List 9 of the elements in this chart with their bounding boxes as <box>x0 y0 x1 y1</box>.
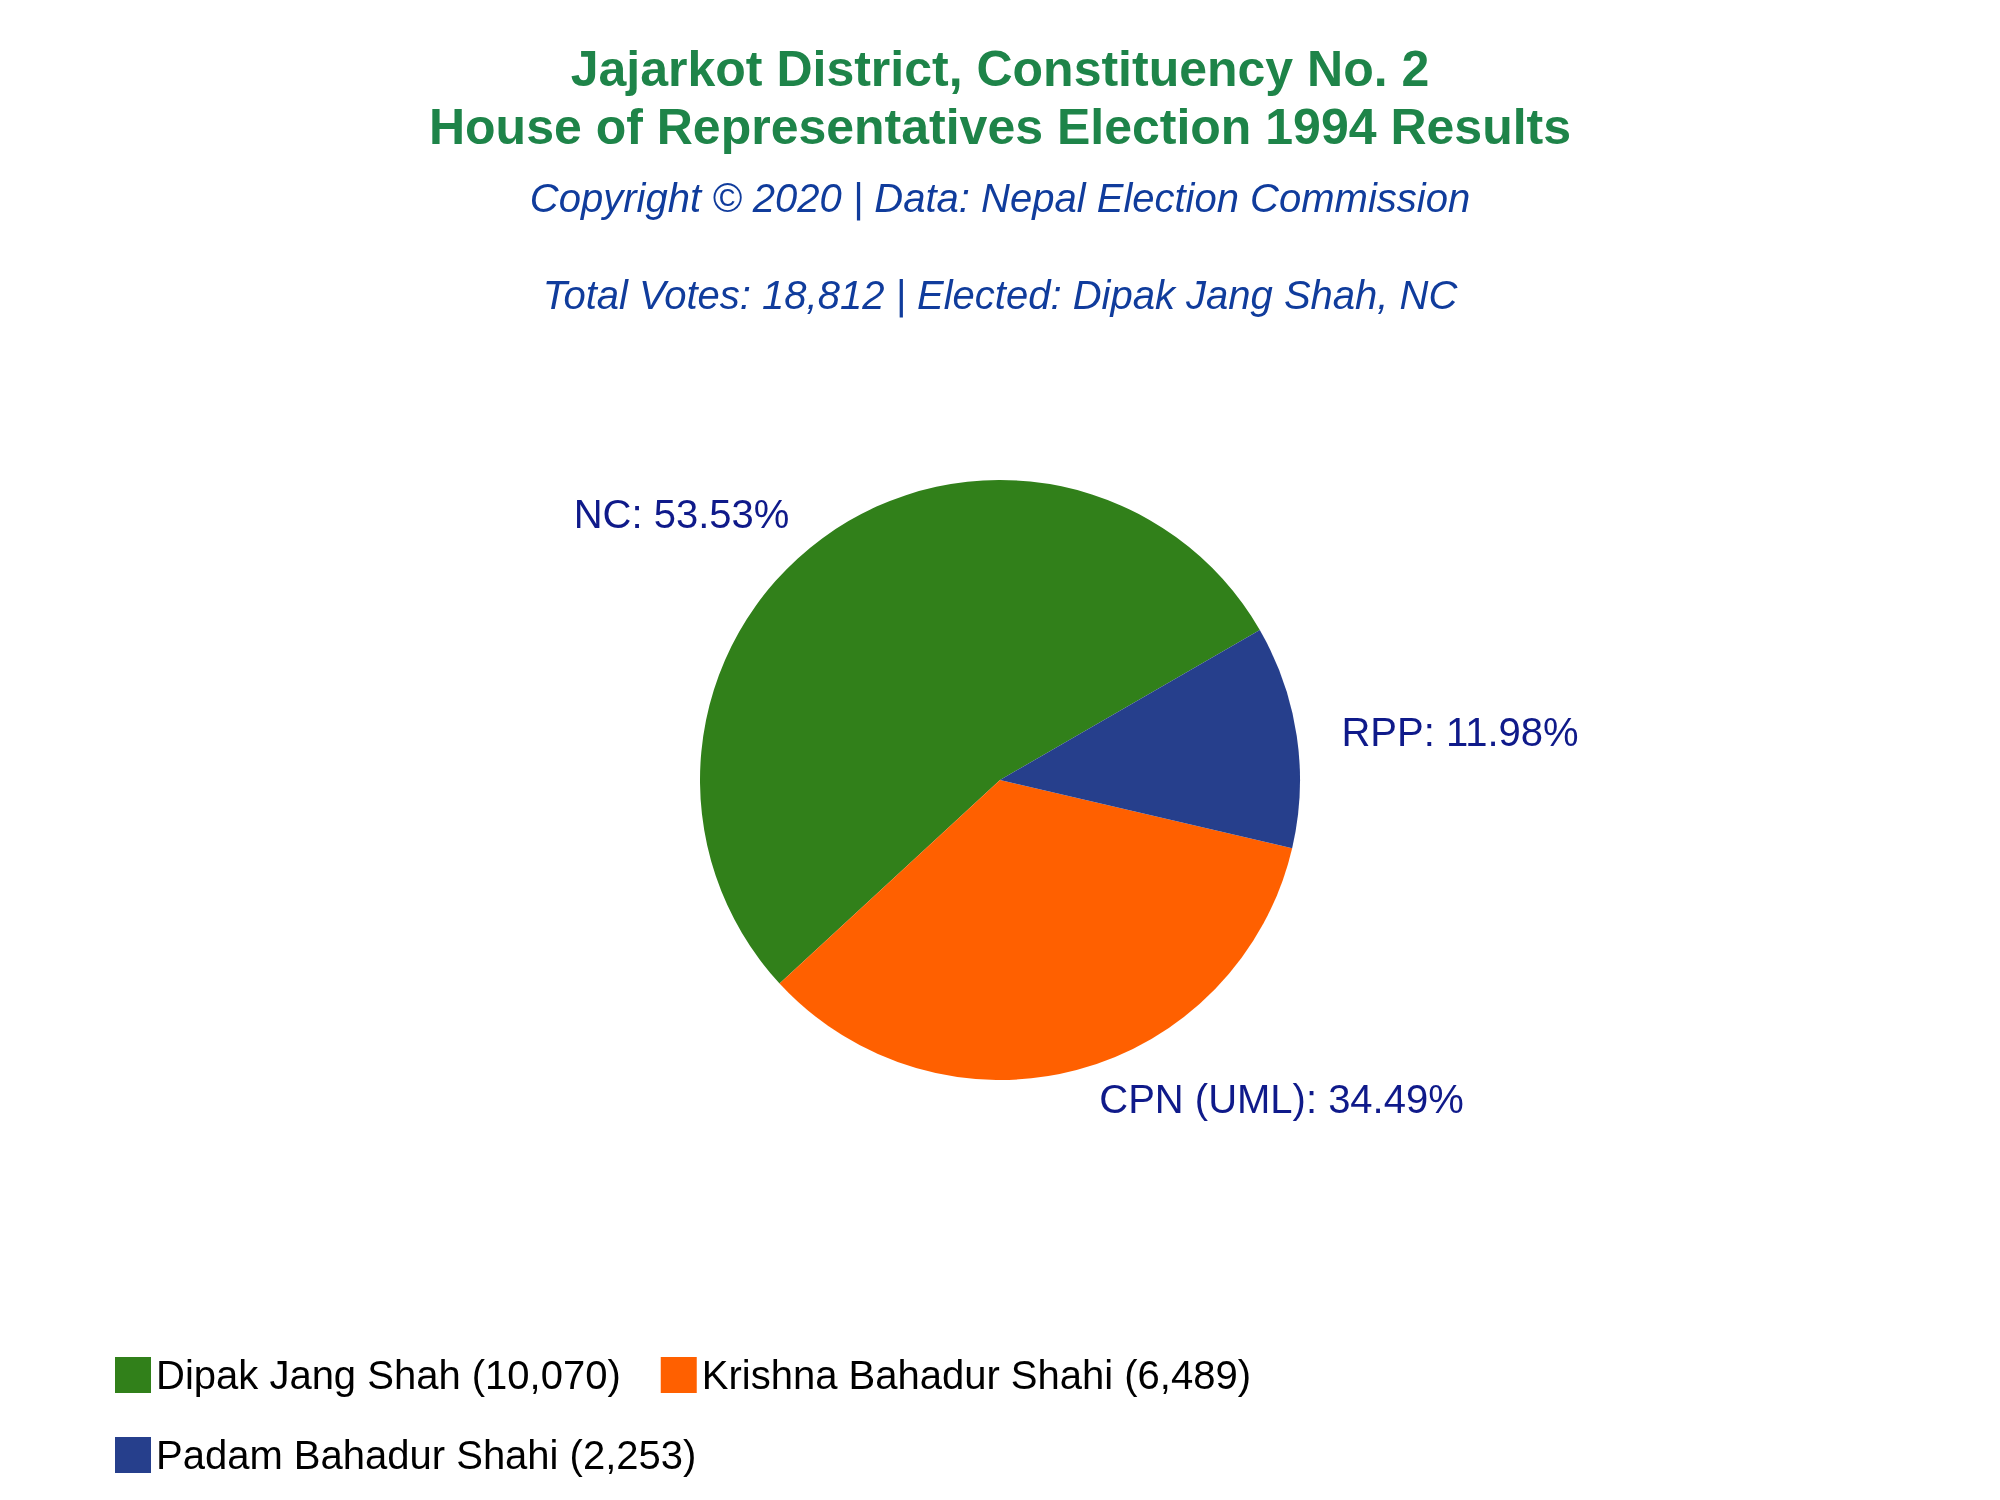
data-label: CPN (UML): 34.49% <box>1099 1077 1464 1122</box>
text: Total Votes: 18,812 | Elected: Dipak Jang Shah, NC <box>542 273 1459 318</box>
legend-label: Dipak Jang Shah (10,070) <box>156 1353 621 1397</box>
data-label: RPP: 11.98% <box>1341 709 1579 754</box>
chart-subtitle: Copyright © 2020 | Data: Nepal Election Commission <box>529 176 1471 221</box>
legend-label: Krishna Bahadur Shahi (6,489) <box>701 1353 1251 1397</box>
chart-title: Jajarkot District, Constituency No. 2 House of Representatives Election 1994 Results <box>428 41 1572 155</box>
data-label: NC: 53.53% <box>573 492 790 537</box>
legend-label: Padam Bahadur Shahi (2,253) <box>156 1433 697 1477</box>
